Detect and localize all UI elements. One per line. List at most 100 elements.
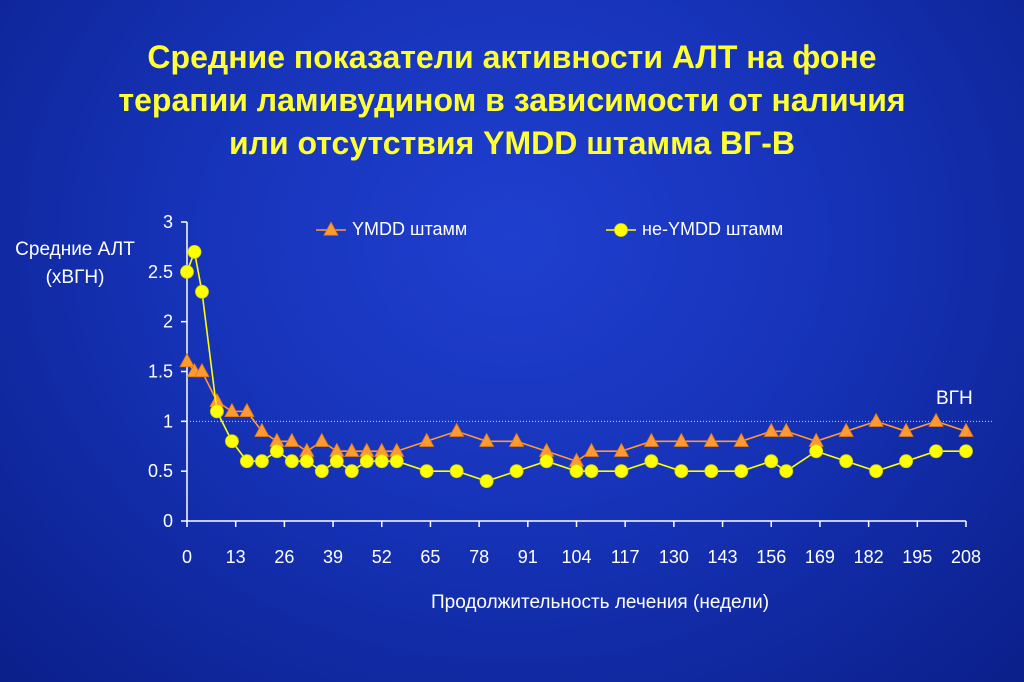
y-tick-label: 3 bbox=[163, 212, 173, 232]
ymdd-point bbox=[254, 422, 270, 437]
ymdd-point bbox=[194, 362, 210, 378]
ymdd-point bbox=[448, 422, 465, 437]
non-ymdd-point bbox=[959, 444, 973, 459]
x-tick-label: 65 bbox=[420, 547, 440, 567]
y-axis-label-line-1: Средние АЛТ bbox=[15, 239, 135, 260]
legend-marker-non-ymdd bbox=[614, 223, 628, 237]
ymdd-point bbox=[284, 432, 300, 447]
ymdd-point bbox=[703, 432, 719, 447]
non-ymdd-point bbox=[584, 464, 599, 479]
non-ymdd-point bbox=[225, 434, 239, 449]
x-tick-label: 156 bbox=[756, 547, 786, 567]
x-tick-label: 13 bbox=[226, 547, 246, 567]
ymdd-point bbox=[733, 432, 749, 447]
x-tick-label: 195 bbox=[902, 547, 932, 567]
non-ymdd-point bbox=[240, 454, 254, 469]
non-ymdd-point bbox=[734, 464, 749, 479]
x-tick-label: 52 bbox=[372, 547, 392, 567]
x-tick-label: 104 bbox=[561, 547, 591, 567]
y-tick-label: 2.5 bbox=[148, 262, 173, 282]
page-title: Средние показатели активности АЛТ на фон… bbox=[0, 36, 1024, 165]
ymdd-point bbox=[838, 422, 854, 437]
ymdd-point bbox=[643, 432, 660, 447]
y-axis-label: Средние АЛТ (хВГН) bbox=[10, 236, 140, 292]
non-ymdd-point bbox=[614, 464, 629, 479]
ymdd-point bbox=[613, 442, 630, 457]
legend-label-non-ymdd: не-YMDD штамм bbox=[642, 219, 784, 239]
title-line-3: или отсутствия YMDD штамма ВГ-В bbox=[228, 125, 796, 161]
non-ymdd-point bbox=[187, 244, 202, 259]
ymdd-point bbox=[778, 422, 794, 437]
ymdd-point bbox=[673, 432, 690, 447]
non-ymdd-point bbox=[449, 464, 464, 479]
ymdd-point bbox=[344, 442, 360, 457]
ymdd-point bbox=[763, 422, 779, 437]
legend-label-ymdd: YMDD штамм bbox=[352, 219, 468, 239]
ymdd-point bbox=[478, 432, 495, 447]
ymdd-point bbox=[314, 432, 330, 447]
series-line-non-ymdd bbox=[186, 248, 966, 482]
x-tick-label: 208 bbox=[951, 547, 981, 567]
non-ymdd-point bbox=[704, 464, 719, 479]
non-ymdd-point bbox=[479, 474, 494, 489]
non-ymdd-point bbox=[839, 454, 854, 469]
x-tick-label: 78 bbox=[469, 547, 489, 567]
non-ymdd-point bbox=[359, 454, 374, 469]
x-tick-label: 0 bbox=[182, 547, 192, 567]
non-ymdd-point bbox=[539, 454, 554, 469]
legend-marker-ymdd bbox=[323, 221, 339, 236]
non-ymdd-point bbox=[644, 454, 659, 469]
ymdd-point bbox=[868, 412, 884, 427]
y-tick-label: 2 bbox=[163, 312, 173, 332]
x-tick-label: 26 bbox=[274, 547, 294, 567]
non-ymdd-point bbox=[674, 464, 689, 479]
non-ymdd-point bbox=[929, 444, 943, 459]
non-ymdd-point bbox=[374, 454, 389, 469]
ymdd-point bbox=[583, 442, 600, 457]
ymdd-point bbox=[508, 432, 525, 447]
non-ymdd-point bbox=[899, 454, 913, 469]
ymdd-point bbox=[898, 422, 914, 437]
non-ymdd-point bbox=[569, 464, 584, 479]
y-tick-label: 0 bbox=[163, 511, 173, 531]
non-ymdd-point bbox=[809, 444, 824, 459]
non-ymdd-point bbox=[509, 464, 524, 479]
non-ymdd-point bbox=[314, 464, 329, 479]
non-ymdd-point bbox=[779, 464, 794, 479]
non-ymdd-point bbox=[284, 454, 299, 469]
non-ymdd-point bbox=[419, 464, 434, 479]
title-line-1: Средние показатели активности АЛТ на фон… bbox=[147, 39, 877, 75]
x-tick-label: 117 bbox=[611, 547, 640, 567]
non-ymdd-point bbox=[210, 404, 224, 419]
x-tick-label: 169 bbox=[805, 547, 835, 567]
ymdd-point bbox=[239, 402, 255, 417]
y-tick-label: 1.5 bbox=[148, 362, 173, 382]
y-tick-label: 1 bbox=[163, 411, 173, 431]
non-ymdd-point bbox=[329, 454, 344, 469]
ymdd-point bbox=[224, 402, 240, 417]
title-line-2: терапии ламивудином в зависимости от нал… bbox=[118, 82, 906, 118]
x-tick-label: 182 bbox=[854, 547, 884, 567]
series-line-ymdd bbox=[186, 361, 967, 463]
x-tick-label: 143 bbox=[708, 547, 738, 567]
non-ymdd-point bbox=[180, 264, 194, 279]
ymdd-point bbox=[928, 412, 944, 427]
x-tick-label: 91 bbox=[518, 547, 538, 567]
x-axis-label: Продолжительность лечения (недели) bbox=[430, 592, 770, 613]
non-ymdd-point bbox=[269, 444, 284, 459]
x-tick-label: 39 bbox=[323, 547, 343, 567]
reference-line-label: ВГН bbox=[936, 388, 973, 409]
non-ymdd-point bbox=[389, 454, 404, 469]
ymdd-point bbox=[179, 352, 195, 368]
ymdd-point bbox=[958, 422, 974, 437]
y-tick-label: 0.5 bbox=[148, 461, 173, 481]
non-ymdd-point bbox=[299, 454, 314, 469]
non-ymdd-point bbox=[869, 464, 884, 479]
non-ymdd-point bbox=[255, 454, 269, 469]
y-axis-label-line-2: (хВГН) bbox=[45, 267, 105, 288]
x-tick-label: 130 bbox=[659, 547, 689, 567]
non-ymdd-point bbox=[195, 284, 209, 299]
non-ymdd-point bbox=[764, 454, 779, 469]
ymdd-point bbox=[419, 432, 435, 447]
